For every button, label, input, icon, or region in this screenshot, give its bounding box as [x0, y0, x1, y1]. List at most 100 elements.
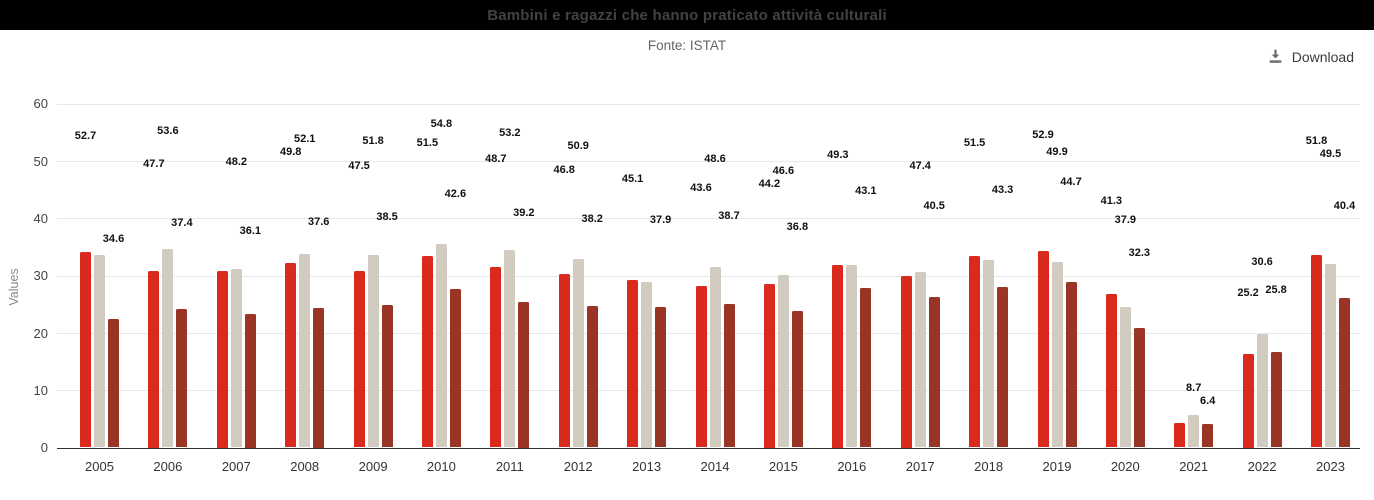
bar-beige-2014[interactable]: [709, 267, 721, 448]
bar-label-red-2009: 47.5: [348, 159, 370, 172]
bar-label-dark-red-2009: 38.5: [376, 211, 398, 223]
bar-red-2017[interactable]: [900, 276, 912, 448]
bar-beige-2021[interactable]: [1188, 415, 1200, 448]
bar-beige-2016[interactable]: [846, 264, 858, 448]
bar-dark-red-2006[interactable]: [176, 308, 188, 448]
bar-beige-2005[interactable]: [94, 255, 105, 448]
bar-label-red-2022: 25.2: [1237, 287, 1259, 300]
y-axis-tick-10: 10: [33, 382, 48, 398]
bar-label-dark-red-2018: 43.3: [991, 183, 1014, 196]
x-axis-tick-2010: 2010: [426, 458, 456, 474]
bar-label-dark-red-2008: 37.6: [307, 216, 330, 229]
x-axis-tick-2023: 2023: [1316, 458, 1345, 474]
bar-red-2010[interactable]: [421, 256, 433, 448]
bar-label-beige-2009: 51.8: [362, 134, 384, 147]
bar-label-beige-2008: 52.1: [293, 133, 316, 146]
bar-dark-red-2010[interactable]: [449, 289, 461, 448]
x-axis-line: [57, 447, 1360, 449]
chart-source-subtitle: Fonte: ISTAT: [647, 38, 727, 53]
bar-label-beige-2007: 48.2: [225, 155, 247, 168]
bar-label-dark-red-2014: 38.7: [718, 209, 740, 222]
x-axis-tick-2021: 2021: [1179, 458, 1209, 474]
bar-beige-2006[interactable]: [162, 248, 174, 448]
bar-beige-2012[interactable]: [572, 258, 584, 448]
bar-label-dark-red-2012: 38.2: [581, 212, 603, 225]
bar-beige-2011[interactable]: [504, 250, 516, 448]
bar-red-2015[interactable]: [763, 283, 775, 448]
bar-red-2007[interactable]: [216, 270, 228, 448]
bar-red-2006[interactable]: [148, 270, 160, 448]
download-button[interactable]: Download: [1265, 44, 1356, 69]
bar-red-2023[interactable]: [1311, 255, 1322, 448]
bar-beige-2018[interactable]: [983, 260, 995, 448]
bar-dark-red-2007[interactable]: [244, 313, 256, 448]
bar-beige-2009[interactable]: [367, 255, 379, 448]
bar-dark-red-2014[interactable]: [723, 303, 735, 448]
bar-beige-2010[interactable]: [435, 244, 447, 448]
bar-label-dark-red-2022: 25.8: [1265, 283, 1287, 296]
bar-label-beige-2014: 48.6: [704, 153, 726, 166]
bar-dark-red-2017[interactable]: [928, 297, 940, 448]
x-axis-tick-2008: 2008: [290, 458, 320, 474]
bar-red-2020[interactable]: [1105, 294, 1117, 448]
x-axis-tick-2019: 2019: [1042, 458, 1072, 474]
download-button-label: Download: [1291, 48, 1354, 65]
bar-dark-red-2013[interactable]: [655, 306, 667, 448]
bar-dark-red-2023[interactable]: [1339, 297, 1350, 448]
bar-beige-2023[interactable]: [1325, 263, 1336, 448]
bar-dark-red-2019[interactable]: [1065, 281, 1077, 448]
bar-label-beige-2011: 53.2: [499, 126, 521, 139]
bar-beige-2008[interactable]: [299, 254, 311, 448]
bar-red-2005[interactable]: [80, 251, 91, 448]
bar-beige-2020[interactable]: [1119, 306, 1131, 448]
bar-beige-2013[interactable]: [641, 282, 653, 448]
bar-dark-red-2009[interactable]: [381, 304, 393, 448]
bar-red-2018[interactable]: [969, 256, 981, 448]
bar-label-dark-red-2021: 6.4: [1200, 394, 1216, 407]
bar-dark-red-2008[interactable]: [313, 308, 325, 448]
bar-label-dark-red-2013: 37.9: [649, 214, 672, 227]
bar-red-2013[interactable]: [627, 280, 639, 448]
bar-red-2022[interactable]: [1242, 354, 1254, 448]
bar-red-2009[interactable]: [353, 271, 365, 448]
bar-dark-red-2016[interactable]: [860, 287, 872, 448]
bar-red-2014[interactable]: [695, 285, 707, 448]
bar-red-2021[interactable]: [1174, 423, 1186, 448]
bar-label-beige-2021: 8.7: [1186, 381, 1202, 394]
bar-label-red-2015: 44.2: [758, 178, 781, 191]
bar-red-2011[interactable]: [490, 266, 502, 448]
bar-label-beige-2017: 47.4: [909, 160, 931, 172]
bar-label-dark-red-2015: 36.8: [786, 220, 809, 233]
bar-label-red-2012: 46.8: [553, 163, 575, 176]
bar-dark-red-2011[interactable]: [518, 302, 530, 448]
bar-dark-red-2021[interactable]: [1202, 423, 1214, 448]
y-axis-tick-60: 60: [33, 96, 48, 112]
bar-label-red-2023: 51.8: [1305, 134, 1328, 147]
bar-red-2016[interactable]: [832, 264, 844, 448]
bar-label-dark-red-2017: 40.5: [923, 199, 945, 212]
bar-label-red-2006: 47.7: [143, 158, 165, 171]
bar-dark-red-2005[interactable]: [108, 319, 119, 448]
bar-red-2008[interactable]: [285, 262, 297, 448]
gridline-30: [57, 275, 1360, 277]
bar-beige-2007[interactable]: [230, 268, 242, 448]
bar-dark-red-2020[interactable]: [1133, 327, 1145, 448]
bar-label-beige-2020: 37.9: [1114, 214, 1136, 227]
bar-dark-red-2022[interactable]: [1270, 351, 1282, 448]
bar-label-red-2008: 49.8: [279, 146, 302, 159]
bar-red-2012[interactable]: [558, 273, 570, 448]
bar-beige-2017[interactable]: [914, 271, 926, 448]
bar-beige-2022[interactable]: [1256, 333, 1268, 448]
bar-label-dark-red-2006: 37.4: [171, 217, 193, 230]
bar-beige-2015[interactable]: [777, 274, 789, 448]
bar-beige-2019[interactable]: [1051, 262, 1063, 448]
bar-dark-red-2012[interactable]: [586, 305, 598, 448]
x-axis-tick-2016: 2016: [837, 458, 867, 474]
bar-label-red-2016: 49.3: [827, 149, 849, 162]
bar-red-2019[interactable]: [1037, 251, 1049, 448]
bar-dark-red-2015[interactable]: [791, 310, 803, 448]
bar-dark-red-2018[interactable]: [997, 286, 1009, 448]
bar-label-beige-2023: 49.5: [1319, 148, 1342, 160]
bar-label-beige-2006: 53.6: [157, 124, 179, 137]
